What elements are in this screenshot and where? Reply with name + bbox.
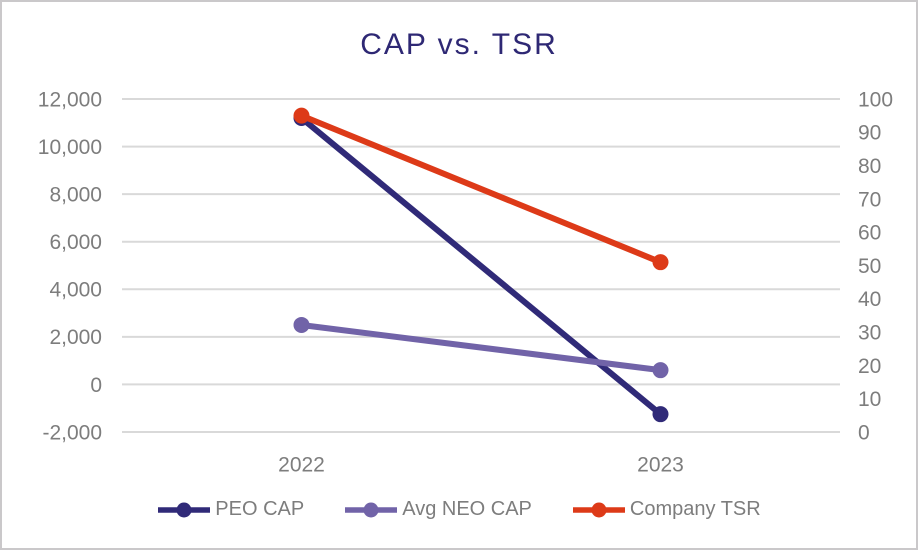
legend-marker-company-tsr: [572, 502, 625, 517]
right-axis-tick-label: 30: [858, 321, 881, 344]
series-line-company-tsr: [298, 112, 664, 266]
chart-title: CAP vs. TSR: [360, 28, 558, 61]
left-axis-tick-label: 2,000: [49, 326, 102, 349]
x-axis-label: 2022: [278, 453, 325, 476]
left-axis-tick-label: 8,000: [49, 183, 102, 206]
data-point-avg-neo-cap: [652, 362, 669, 379]
left-axis-tick-label: 0: [90, 374, 102, 397]
left-axis-tick-label: 4,000: [49, 279, 102, 302]
legend-marker-avg-neo-cap: [345, 502, 398, 517]
data-point-peo-cap: [652, 406, 669, 423]
right-axis-tick-label: 70: [858, 188, 881, 211]
left-axis-tick-label: -2,000: [42, 421, 102, 444]
right-axis-tick-label: 10: [858, 388, 881, 411]
right-axis-tick-label: 60: [858, 222, 881, 245]
right-axis-tick-label: 50: [858, 255, 881, 278]
right-axis-tick-label: 80: [858, 155, 881, 178]
legend-label-company-tsr: Company TSR: [629, 498, 761, 520]
legend-item-avg-neo-cap: Avg NEO CAP: [344, 498, 532, 521]
data-point-company-tsr: [652, 254, 669, 271]
legend-item-peo-cap: PEO CAP: [157, 498, 304, 521]
right-axis-tick-label: 20: [858, 355, 881, 378]
legend-marker-peo-cap: [158, 502, 211, 517]
right-axis-tick-label: 90: [858, 122, 881, 145]
legend-label-peo-cap: PEO CAP: [215, 498, 305, 520]
legend-label-avg-neo-cap: Avg NEO CAP: [402, 498, 532, 520]
left-axis-tick-label: 6,000: [49, 231, 102, 254]
legend-item-company-tsr: Company TSR: [572, 498, 761, 521]
right-axis-tick-label: 0: [858, 421, 870, 444]
data-point-avg-neo-cap: [293, 316, 310, 333]
data-point-company-tsr: [293, 107, 310, 124]
right-axis-tick-label: 100: [858, 88, 893, 111]
x-axis-label: 2023: [637, 453, 684, 476]
series-line-peo-cap: [298, 115, 664, 418]
chart-legend: PEO CAP Avg NEO CAP Company TSR: [2, 498, 916, 521]
right-axis-tick-label: 40: [858, 288, 881, 311]
left-axis-tick-label: 12,000: [38, 88, 102, 111]
series-line-avg-neo-cap: [298, 321, 664, 374]
left-axis-tick-label: 10,000: [38, 136, 102, 159]
